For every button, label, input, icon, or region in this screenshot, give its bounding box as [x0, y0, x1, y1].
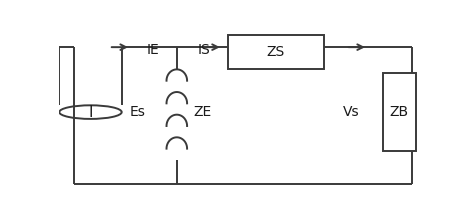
Bar	[383, 73, 416, 151]
Bar	[228, 35, 324, 69]
Text: I: I	[88, 105, 93, 120]
Text: ZS: ZS	[267, 45, 285, 59]
Text: ZB: ZB	[390, 105, 409, 119]
Text: ZE: ZE	[193, 105, 211, 119]
Text: IE: IE	[146, 44, 159, 57]
Text: Vs: Vs	[343, 105, 360, 119]
Text: IS: IS	[198, 44, 211, 57]
Text: Es: Es	[130, 105, 146, 119]
